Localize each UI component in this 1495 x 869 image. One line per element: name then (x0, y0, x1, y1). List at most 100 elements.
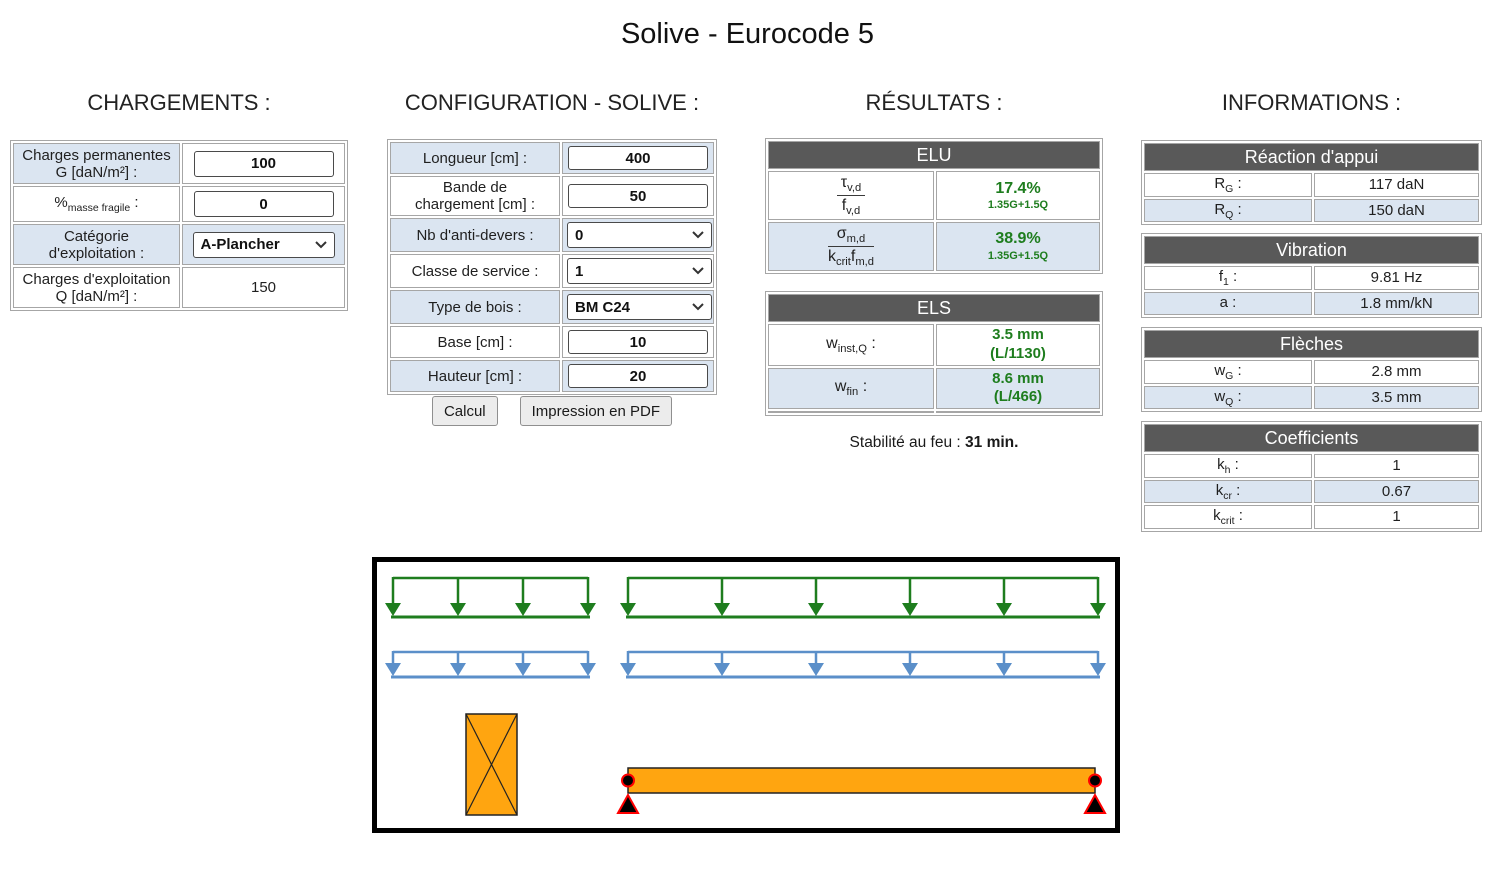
anti-devers-label: Nb d'anti-devers : (390, 218, 560, 252)
configuration-heading: CONFIGURATION - SOLIVE : (404, 90, 700, 115)
classe-service-select[interactable]: 1 (567, 258, 712, 284)
charges-permanentes-label: Charges permanentes G [daN/m²] : (13, 143, 180, 184)
table-row (768, 411, 1100, 413)
table-row: wG : 2.8 mm (1144, 360, 1479, 384)
a-label: a : (1144, 291, 1312, 315)
table-row: Bande de chargement [cm] : (390, 176, 714, 216)
tau-ratio-combination: 1.35G+1.5Q (987, 198, 1049, 211)
table-row: σm,d kcritfm,d 38.9% 1.35G+1.5Q (768, 221, 1100, 271)
table-row: Charges d'exploitation Q [daN/m²] : 150 (13, 267, 345, 308)
rg-value: 117 daN (1314, 173, 1479, 197)
hauteur-input[interactable] (568, 364, 708, 388)
rg-label: RG : (1144, 173, 1312, 197)
stabilite-feu-value: 31 min. (965, 434, 1019, 451)
base-input[interactable] (568, 330, 708, 354)
hauteur-label: Hauteur [cm] : (390, 360, 560, 392)
masse-fragile-input[interactable] (193, 191, 334, 217)
fleches-header: Flèches (1144, 330, 1479, 358)
charges-exploitation-value: 150 (250, 279, 277, 296)
f1-value: 9.81 Hz (1314, 266, 1479, 290)
table-row: Longueur [cm] : (390, 142, 714, 174)
tau-ratio-label: τv,d fv,d (768, 171, 934, 220)
configuration-table: Longueur [cm] : Bande de chargement [cm]… (387, 139, 717, 395)
w-inst-value: 3.5 mm (992, 326, 1044, 343)
table-row: Catégorie d'exploitation : A-Plancher (13, 224, 345, 265)
w-fin-ratio: (L/466) (993, 388, 1043, 406)
chargements-table: Charges permanentes G [daN/m²] : %masse … (10, 140, 348, 311)
rq-label: RQ : (1144, 198, 1312, 222)
longueur-input[interactable] (568, 146, 708, 170)
charges-permanentes-input[interactable] (193, 150, 334, 177)
elu-table: ELU τv,d fv,d 17.4% 1.35G+1.5Q σm,d kcri… (765, 138, 1103, 274)
vibration-header: Vibration (1144, 236, 1479, 264)
classe-service-label: Classe de service : (390, 254, 560, 288)
table-row: kcr : 0.67 (1144, 479, 1479, 503)
table-row: wfin : 8.6 mm (L/466) (768, 367, 1100, 409)
longueur-label: Longueur [cm] : (390, 142, 560, 174)
sigma-ratio-combination: 1.35G+1.5Q (987, 249, 1049, 262)
chevron-down-icon (692, 267, 704, 275)
masse-fragile-label: %masse fragile : (13, 186, 180, 222)
charges-exploitation-label: Charges d'exploitation Q [daN/m²] : (13, 267, 180, 308)
w-inst-label: winst,Q : (768, 324, 934, 366)
kh-label: kh : (1144, 454, 1312, 478)
sigma-ratio-value: 38.9% (995, 230, 1041, 248)
table-row: Charges permanentes G [daN/m²] : (13, 143, 345, 184)
calcul-button[interactable]: Calcul (431, 396, 498, 426)
table-row: f1 : 9.81 Hz (1144, 266, 1479, 290)
table-row: a : 1.8 mm/kN (1144, 291, 1479, 315)
chargements-heading: CHARGEMENTS : (87, 90, 271, 115)
chevron-down-icon (692, 303, 704, 311)
table-row: winst,Q : 3.5 mm (L/1130) (768, 324, 1100, 366)
chevron-down-icon (314, 240, 327, 249)
bande-chargement-input[interactable] (568, 184, 708, 208)
wq-label: wQ : (1144, 385, 1312, 409)
els-table: ELS winst,Q : 3.5 mm (L/1130) wfin : 8.6… (765, 291, 1103, 416)
resultats-heading: RÉSULTATS : (865, 90, 1003, 115)
categorie-exploitation-select[interactable]: A-Plancher (192, 231, 335, 258)
wg-value: 2.8 mm (1314, 360, 1479, 384)
f1-label: f1 : (1144, 266, 1312, 290)
w-fin-value: 8.6 mm (992, 369, 1044, 387)
table-row: Nb d'anti-devers : 0 (390, 218, 714, 252)
w-inst-ratio: (L/1130) (990, 344, 1046, 362)
table-row: kh : 1 (1144, 454, 1479, 478)
table-row: Type de bois : BM C24 (390, 290, 714, 324)
table-row: RG : 117 daN (1144, 173, 1479, 197)
els-header: ELS (768, 294, 1100, 322)
sigma-ratio-label: σm,d kcritfm,d (768, 221, 934, 271)
table-row: wQ : 3.5 mm (1144, 385, 1479, 409)
table-row: %masse fragile : (13, 186, 345, 222)
wg-label: wG : (1144, 360, 1312, 384)
coefficients-header: Coefficients (1144, 424, 1479, 452)
table-row: Hauteur [cm] : (390, 360, 714, 392)
kh-value: 1 (1314, 454, 1479, 478)
base-label: Base [cm] : (390, 326, 560, 358)
categorie-exploitation-label: Catégorie d'exploitation : (13, 224, 180, 265)
rq-value: 150 daN (1314, 198, 1479, 222)
configuration-buttons: Calcul Impression en PDF (387, 396, 717, 426)
table-row: kcrit : 1 (1144, 505, 1479, 529)
tau-ratio-value: 17.4% (995, 179, 1041, 197)
bande-chargement-label: Bande de chargement [cm] : (390, 176, 560, 216)
coefficients-table: Coefficients kh : 1 kcr : 0.67 kcrit : 1 (1141, 421, 1482, 532)
stabilite-feu-text: Stabilité au feu : 31 min. (849, 434, 1019, 451)
table-row: Base [cm] : (390, 326, 714, 358)
table-row: Classe de service : 1 (390, 254, 714, 288)
table-row: τv,d fv,d 17.4% 1.35G+1.5Q (768, 171, 1100, 220)
beam-diagram-canvas (372, 557, 1120, 833)
type-bois-select[interactable]: BM C24 (567, 294, 712, 320)
impression-pdf-button[interactable]: Impression en PDF (519, 396, 673, 426)
page-title: Solive - Eurocode 5 (620, 18, 875, 50)
reaction-appui-table: Réaction d'appui RG : 117 daN RQ : 150 d… (1141, 140, 1482, 225)
vibration-table: Vibration f1 : 9.81 Hz a : 1.8 mm/kN (1141, 233, 1482, 318)
fleches-table: Flèches wG : 2.8 mm wQ : 3.5 mm (1141, 327, 1482, 412)
elu-header: ELU (768, 141, 1100, 169)
reaction-appui-header: Réaction d'appui (1144, 143, 1479, 171)
anti-devers-select[interactable]: 0 (567, 222, 712, 248)
w-fin-label: wfin : (768, 367, 934, 409)
kcrit-label: kcrit : (1144, 505, 1312, 529)
kcr-value: 0.67 (1314, 479, 1479, 503)
kcr-label: kcr : (1144, 479, 1312, 503)
